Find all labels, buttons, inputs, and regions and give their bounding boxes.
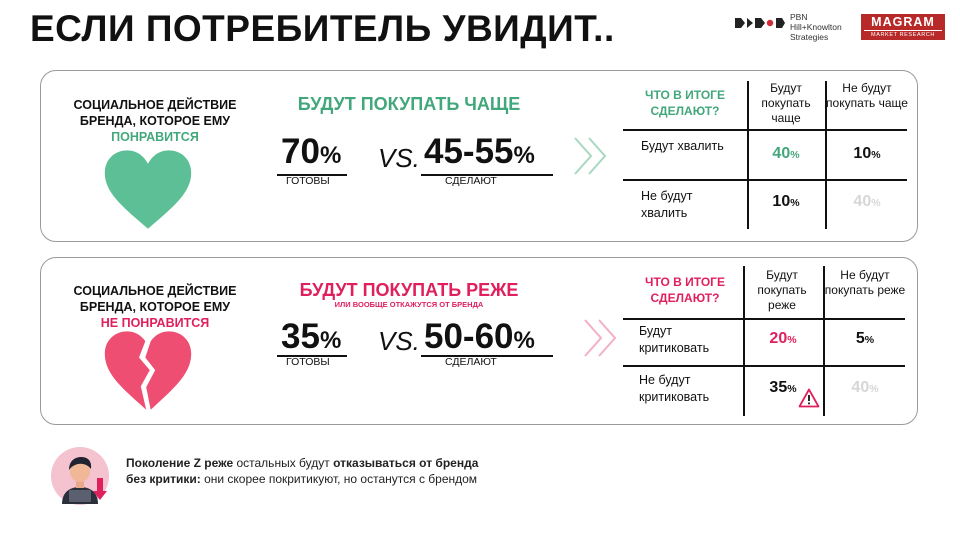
dislike-r2c2-number: 40	[851, 379, 870, 396]
dislike-subline: ИЛИ ВООБЩЕ ОТКАЖУТСЯ ОТ БРЕНДА	[334, 300, 484, 309]
dislike-table-col2: Не будут покупать реже	[824, 268, 906, 297]
dislike-r2c1: 35%	[745, 379, 821, 397]
like-vs: VS.	[378, 143, 420, 173]
like-r1c2-number: 10	[853, 145, 872, 162]
dislike-side-line2: БРЕНДА, КОТОРОЕ ЕМУ	[79, 300, 231, 314]
dislike-table-row1-label: Будут критиковать	[639, 324, 710, 355]
magram-sub: MARKET RESEARCH	[864, 30, 942, 39]
like-double-chevron-icon	[574, 137, 607, 175]
like-table-row2-label: Не будут хвалить	[641, 189, 693, 220]
dislike-do-value: 50-60%	[424, 318, 535, 360]
like-ready-unit: %	[319, 142, 342, 169]
dislike-side-line1: СОЦИАЛЬНОЕ ДЕЙСТВИЕ	[73, 284, 237, 298]
magram-main: MAGRAM	[871, 15, 935, 29]
dislike-table-col1: Будут покупать реже	[757, 268, 807, 312]
dislike-r1c2: 5%	[825, 330, 905, 348]
dislike-r1c1: 20%	[745, 330, 821, 348]
dislike-table-hline2	[623, 365, 905, 367]
like-r2c1: 10%	[749, 193, 823, 211]
panel-dislike: СОЦИАЛЬНОЕ ДЕЙСТВИЕ БРЕНДА, КОТОРОЕ ЕМУ …	[40, 257, 918, 425]
like-do-underline	[421, 174, 553, 176]
page-title: ЕСЛИ ПОТРЕБИТЕЛЬ УВИДИТ..	[30, 8, 615, 49]
like-do-unit: %	[513, 142, 535, 169]
dislike-table-row2-label: Не будут критиковать	[639, 373, 710, 404]
like-table-row1-label: Будут хвалить	[641, 139, 724, 153]
note-part3: отказываться от бренда без критики:	[126, 456, 479, 486]
dislike-vs: VS.	[378, 326, 420, 356]
warning-icon	[798, 388, 820, 408]
dislike-side-text: СОЦИАЛЬНОЕ ДЕЙСТВИЕ БРЕНДА, КОТОРОЕ ЕМУ …	[55, 283, 255, 331]
like-r1c2-unit: %	[871, 149, 881, 161]
dislike-ready-unit: %	[319, 327, 342, 354]
dislike-ready-caption: ГОТОВЫ	[286, 356, 330, 368]
dislike-r1c2-unit: %	[864, 334, 875, 346]
dislike-table-question: ЧТО В ИТОГЕ СДЕЛАЮТ?	[645, 275, 725, 305]
dislike-headline: БУДУТ ПОКУПАТЬ РЕЖЕ	[299, 280, 519, 300]
like-do-caption: СДЕЛАЮТ	[445, 175, 497, 187]
like-ready-value: 70%	[281, 133, 341, 175]
dislike-double-chevron-icon	[584, 319, 617, 357]
dislike-r1c1-number: 20	[769, 330, 788, 347]
like-side-line2: БРЕНДА, КОТОРОЕ ЕМУ	[79, 114, 231, 128]
dislike-table-hline1	[623, 318, 905, 320]
note-part2: остальных будут	[233, 456, 334, 470]
like-do-value: 45-55%	[424, 133, 535, 175]
like-r1c1-unit: %	[790, 149, 800, 161]
like-table-vline1	[747, 81, 749, 229]
dislike-r2c1-number: 35	[769, 379, 788, 396]
gen-z-note: Поколение Z реже остальных будут отказыв…	[126, 455, 496, 487]
like-do-number: 45-55	[424, 132, 514, 171]
dislike-side-line3: НЕ ПОНРАВИТСЯ	[100, 316, 210, 330]
dislike-do-unit: %	[513, 327, 535, 354]
dislike-r1c2-number: 5	[855, 330, 865, 347]
like-table-hline2	[623, 179, 907, 181]
dislike-table-vline2	[823, 266, 825, 416]
avatar-icon	[51, 447, 109, 505]
like-table-col1: Будут покупать чаще	[761, 81, 811, 125]
dislike-do-number: 50-60	[424, 317, 514, 356]
note-part1: Поколение Z реже	[126, 456, 234, 470]
dislike-ready-underline	[277, 355, 347, 357]
like-table-hline1	[623, 129, 907, 131]
like-table-col2: Не будут покупать чаще	[826, 81, 908, 110]
like-headline: БУДУТ ПОКУПАТЬ ЧАЩЕ	[297, 94, 521, 114]
dislike-do-underline	[421, 355, 553, 357]
dislike-ready-number: 35	[281, 317, 320, 356]
like-r1c1-number: 40	[772, 145, 791, 162]
dislike-r2c2: 40%	[825, 379, 905, 397]
dislike-r2c2-unit: %	[869, 383, 879, 395]
like-side-line3: ПОНРАВИТСЯ	[111, 130, 199, 144]
broken-heart-icon	[104, 331, 192, 410]
pbn-mark-icon	[735, 18, 785, 28]
green-heart-icon	[104, 150, 192, 229]
dislike-ready-value: 35%	[281, 318, 341, 360]
like-ready-number: 70	[281, 132, 320, 171]
like-side-line1: СОЦИАЛЬНОЕ ДЕЙСТВИЕ	[73, 98, 237, 112]
pbn-text: PBN Hill+Knowlton Strategies	[790, 12, 842, 42]
magram-logo: MAGRAM MARKET RESEARCH	[861, 14, 945, 40]
like-r2c1-number: 10	[772, 193, 791, 210]
panel-like: СОЦИАЛЬНОЕ ДЕЙСТВИЕ БРЕНДА, КОТОРОЕ ЕМУ …	[40, 70, 918, 242]
like-r1c1: 40%	[749, 145, 823, 163]
like-r2c2-number: 40	[853, 193, 872, 210]
like-ready-underline	[277, 174, 347, 176]
like-r2c1-unit: %	[790, 197, 800, 209]
like-ready-caption: ГОТОВЫ	[286, 175, 330, 187]
like-r2c2: 40%	[827, 193, 907, 211]
pbn-logo: PBN Hill+Knowlton Strategies	[735, 12, 853, 42]
dislike-r2c1-unit: %	[787, 383, 797, 395]
note-part4: они скорее покритикуют, но останутся с б…	[200, 472, 478, 486]
like-r1c2: 10%	[827, 145, 907, 163]
dislike-table-vline1	[743, 266, 745, 416]
like-r2c2-unit: %	[871, 197, 881, 209]
dislike-do-caption: СДЕЛАЮТ	[445, 356, 497, 368]
like-table-question: ЧТО В ИТОГЕ СДЕЛАЮТ?	[645, 88, 725, 118]
dislike-r1c1-unit: %	[787, 334, 797, 346]
like-side-text: СОЦИАЛЬНОЕ ДЕЙСТВИЕ БРЕНДА, КОТОРОЕ ЕМУ …	[55, 97, 255, 145]
like-table-vline2	[825, 81, 827, 229]
